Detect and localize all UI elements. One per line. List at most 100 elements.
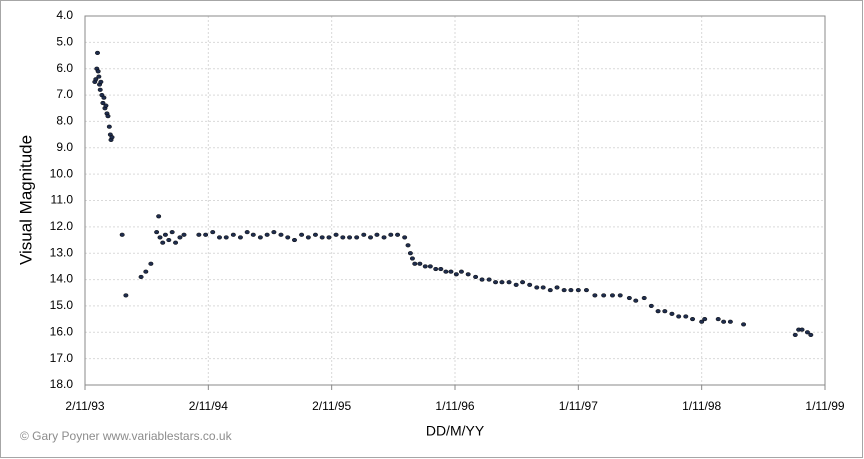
data-point — [438, 266, 444, 272]
data-point — [547, 288, 553, 293]
data-point — [561, 288, 567, 293]
data-point — [388, 232, 394, 237]
y-tick-label: 18.0 — [50, 377, 74, 391]
data-point — [792, 332, 798, 337]
data-point — [626, 295, 632, 301]
data-point — [138, 274, 144, 279]
data-point — [592, 293, 598, 298]
x-tick-label: 2/11/95 — [312, 399, 351, 413]
data-point — [479, 277, 485, 282]
data-point — [169, 230, 175, 235]
data-point — [244, 230, 250, 235]
data-point — [583, 288, 589, 293]
y-tick-label: 8.0 — [56, 114, 73, 128]
plot-area — [84, 15, 826, 386]
data-point — [648, 303, 654, 308]
data-point — [196, 232, 202, 237]
x-axis-title: DD/M/YY — [426, 423, 485, 439]
y-tick-label: 11.0 — [51, 193, 74, 207]
data-point — [203, 232, 209, 237]
data-point — [493, 280, 498, 285]
data-point — [340, 235, 346, 240]
data-point — [641, 295, 647, 301]
data-point — [458, 269, 464, 274]
data-point — [278, 232, 284, 237]
data-point — [123, 293, 129, 298]
data-point — [715, 317, 721, 322]
y-tick-label: 5.0 — [56, 35, 73, 49]
data-point — [417, 261, 423, 266]
data-point — [540, 285, 546, 290]
data-point — [676, 314, 682, 319]
data-point — [808, 332, 814, 337]
data-point — [100, 100, 106, 106]
data-point — [97, 87, 103, 92]
data-point — [554, 285, 560, 290]
data-point — [101, 95, 107, 100]
data-point — [93, 77, 99, 82]
data-point — [601, 293, 607, 298]
data-point — [409, 256, 415, 261]
x-tick-label: 1/11/98 — [682, 399, 721, 413]
data-point — [741, 322, 747, 327]
data-point — [292, 237, 297, 243]
y-tick-label: 9.0 — [56, 140, 73, 154]
data-point — [405, 243, 411, 248]
data-point — [534, 285, 540, 290]
data-point — [702, 317, 708, 322]
y-tick-label: 16.0 — [50, 324, 74, 338]
data-point — [166, 237, 172, 243]
data-point — [264, 232, 270, 237]
data-point — [381, 235, 387, 240]
data-point — [799, 327, 805, 332]
data-point — [106, 124, 112, 129]
y-tick-label: 17.0 — [50, 351, 74, 365]
data-point — [486, 277, 492, 282]
data-point — [499, 280, 505, 285]
x-tick-label: 1/11/96 — [435, 399, 474, 413]
data-point — [655, 309, 661, 314]
data-point — [143, 269, 149, 274]
data-point — [156, 214, 162, 219]
data-point — [662, 309, 668, 314]
data-point — [465, 272, 471, 277]
data-point — [347, 235, 353, 240]
data-point — [162, 232, 168, 237]
data-point — [250, 232, 256, 237]
y-tick-label: 10.0 — [50, 166, 74, 180]
data-point — [333, 232, 339, 237]
data-point — [210, 230, 216, 235]
data-point — [361, 232, 367, 237]
data-point — [237, 235, 243, 240]
data-point — [610, 293, 615, 298]
data-point — [721, 319, 727, 324]
y-tick-label: 14.0 — [50, 272, 74, 286]
data-point — [354, 235, 360, 240]
data-point — [727, 319, 733, 324]
data-point — [319, 235, 325, 240]
y-tick-label: 6.0 — [56, 61, 73, 75]
data-point — [105, 114, 111, 119]
x-tick-label: 1/11/97 — [559, 399, 598, 413]
data-point — [699, 319, 705, 324]
data-point — [433, 266, 439, 272]
data-point — [230, 232, 236, 237]
data-point — [109, 135, 115, 140]
y-axis-title: Visual Magnitude — [16, 135, 35, 265]
data-point — [690, 317, 695, 322]
data-point — [257, 235, 263, 240]
data-point — [285, 235, 291, 240]
copyright: © Gary Poyner www.variablestars.co.uk — [20, 429, 233, 443]
data-point — [271, 230, 277, 235]
x-tick-label: 1/11/99 — [805, 399, 844, 413]
data-point — [683, 314, 689, 319]
y-tick-label: 12.0 — [50, 219, 74, 233]
data-point — [804, 330, 810, 335]
y-tick-label: 13.0 — [50, 245, 74, 259]
data-point — [568, 288, 574, 293]
data-point — [305, 235, 311, 240]
data-point — [633, 298, 639, 303]
y-tick-label: 4.0 — [56, 8, 73, 22]
